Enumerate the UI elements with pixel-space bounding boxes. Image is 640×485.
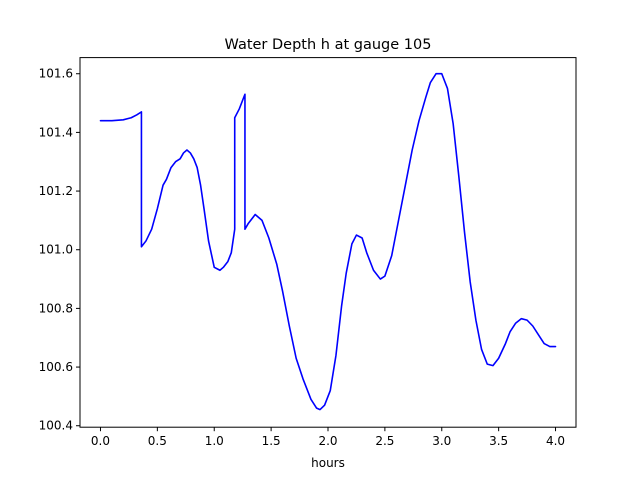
y-tick-label-6: 101.6 xyxy=(39,67,73,81)
x-tick-label-6: 3.0 xyxy=(432,434,451,448)
x-tick-label-8: 4.0 xyxy=(546,434,565,448)
x-tick-label-3: 1.5 xyxy=(262,434,281,448)
y-tick-label-2: 100.8 xyxy=(39,301,73,315)
x-tick-label-7: 3.5 xyxy=(489,434,508,448)
y-tick-label-3: 101.0 xyxy=(39,243,73,257)
x-tick-label-5: 2.5 xyxy=(375,434,394,448)
y-tick-label-0: 100.4 xyxy=(39,419,73,433)
x-tick-label-4: 2.0 xyxy=(318,434,337,448)
x-tick-label-0: 0.0 xyxy=(91,434,110,448)
y-tick-label-4: 101.2 xyxy=(39,184,73,198)
x-tick-label-2: 1.0 xyxy=(205,434,224,448)
y-tick-label-1: 100.6 xyxy=(39,360,73,374)
x-tick-label-1: 0.5 xyxy=(148,434,167,448)
x-axis-label: hours xyxy=(311,456,345,470)
plot-area xyxy=(99,72,557,411)
chart-title: Water Depth h at gauge 105 xyxy=(225,37,432,53)
series-line-0 xyxy=(99,72,557,411)
y-tick-label-5: 101.4 xyxy=(39,125,73,139)
